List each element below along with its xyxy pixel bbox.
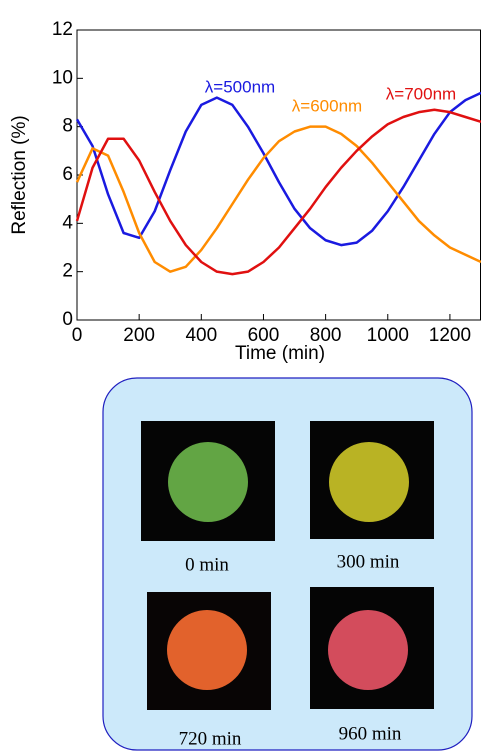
x-tick-label: 800 [310,325,342,346]
x-tick-label: 200 [123,325,155,346]
photo-caption: 300 min [337,551,400,572]
series-label: λ=700nm [386,84,456,103]
x-tick-label: 1200 [429,325,471,346]
plot-frame [76,29,481,321]
photo-caption: 960 min [339,723,402,744]
x-axis-label: Time (min) [235,343,325,364]
series-label: λ=600nm [292,96,362,115]
x-tick-label: 1000 [367,325,409,346]
x-tick-label: 400 [185,325,217,346]
photo-caption: 0 min [185,554,229,575]
sample-dot [167,610,247,690]
y-tick-label: 4 [62,212,73,233]
data-line [75,91,481,247]
sample-dot [328,610,408,690]
y-tick-label: 10 [52,67,73,88]
y-tick-label: 12 [52,19,73,40]
data-line [75,108,481,276]
sample-dot [329,442,409,522]
y-tick-label: 0 [62,309,73,330]
sample-dot [168,442,248,522]
data-line [75,125,481,273]
x-tick-label: 0 [72,325,83,346]
y-axis-label: Reflection (%) [9,115,30,234]
y-tick-label: 6 [62,164,73,185]
y-tick-label: 8 [62,116,73,137]
x-tick-label: 600 [248,325,280,346]
photo-caption: 720 min [179,728,242,749]
series-label: λ=500nm [205,77,275,96]
y-tick-label: 2 [62,261,73,282]
